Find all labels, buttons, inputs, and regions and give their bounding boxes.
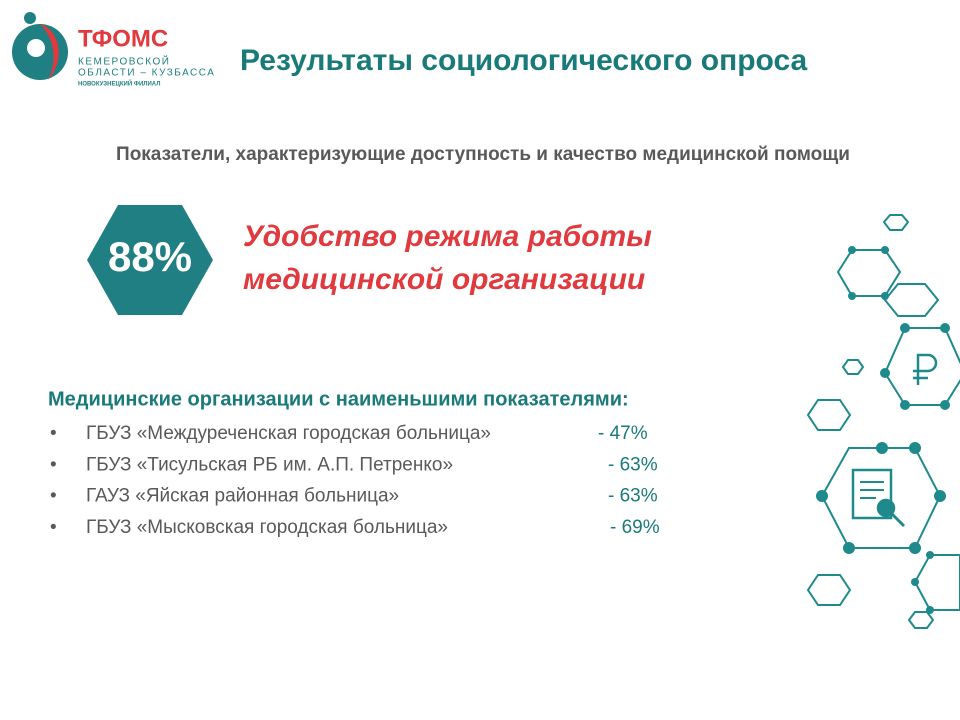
bullet: • [50, 423, 57, 444]
org-value: - 63% [608, 486, 658, 507]
title: Результаты социологического опроса [240, 44, 808, 77]
bullet: • [50, 517, 57, 538]
decoration [806, 214, 960, 629]
logo-branch: НОВОКУЗНЕЦКИЙ ФИЛИАЛ [78, 80, 160, 88]
org-name: ГБУЗ «Тисульская РБ им. А.П. Петренко» [86, 454, 453, 475]
logo-mark [12, 12, 68, 80]
highlight-value: 88% [108, 233, 192, 280]
list-heading: Медицинские организации с наименьшими по… [48, 388, 629, 410]
logo-line: КЕМЕРОВСКОЙ [78, 55, 170, 68]
org-value: - 47% [598, 423, 648, 444]
highlight-text: медицинской организации [243, 263, 645, 296]
subtitle: Показатели, характеризующие доступность … [116, 144, 850, 165]
org-value: - 69% [610, 517, 660, 538]
org-name: ГБУЗ «Мысковская городская больница» [86, 517, 448, 538]
org-name: ГАУЗ «Яйская районная больница» [86, 486, 399, 507]
list: • ГБУЗ «Междуреченская городская больница… [50, 423, 660, 538]
logo-brand: ТФОМС [78, 25, 168, 52]
bullet: • [50, 486, 57, 507]
hexagon [87, 205, 213, 315]
bullet: • [50, 454, 57, 475]
org-name: ГБУЗ «Междуреченская городская больница» [86, 423, 491, 444]
highlight-text: Удобство режима работы [243, 220, 652, 253]
org-value: - 63% [608, 454, 658, 475]
logo-line: ОБЛАСТИ – КУЗБАССА [78, 68, 215, 79]
